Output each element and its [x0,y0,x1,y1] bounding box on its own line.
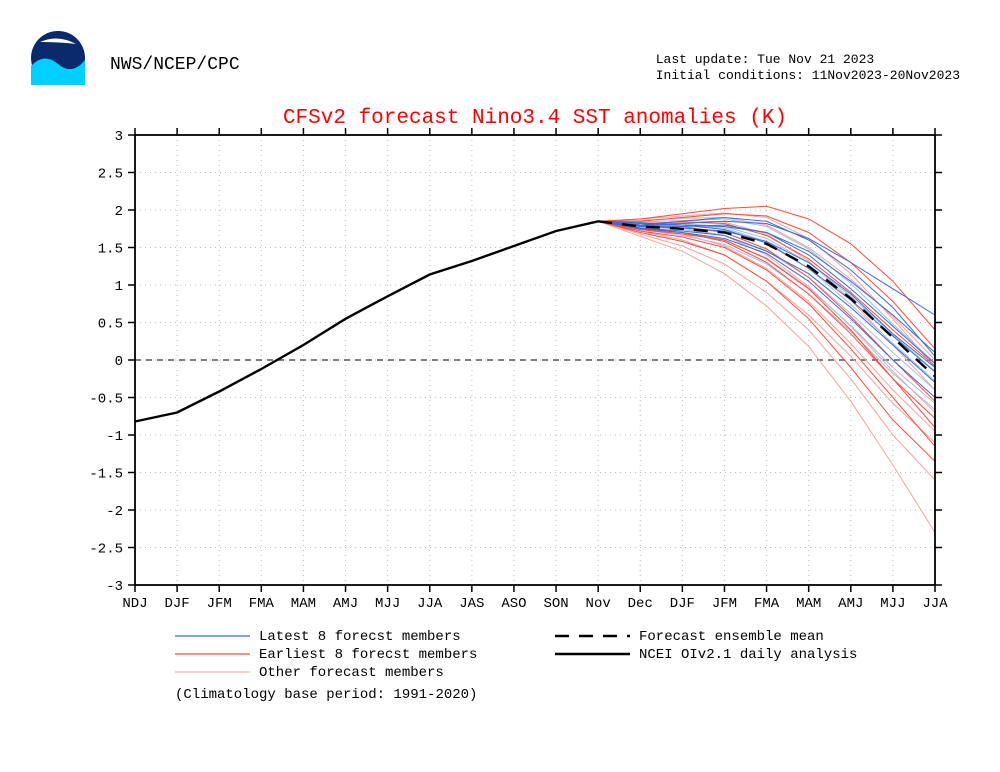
legend-label: Earliest 8 forecst members [259,647,477,663]
x-tick-label: FMA [754,596,780,612]
y-tick-label: -1 [106,429,123,445]
x-tick-label: DJF [670,596,695,612]
y-tick-label: 3 [115,129,123,145]
y-tick-label: 1.5 [98,242,123,258]
y-tick-label: -2.5 [89,542,123,558]
noaa-logo [30,30,86,86]
x-tick-label: FMA [249,596,275,612]
x-tick-label: JFM [207,596,232,612]
forecast-chart: CFSv2 forecast Nino3.4 SST anomalies (K)… [40,105,960,745]
x-tick-label: Dec [628,596,653,612]
x-tick-label: MAM [291,596,316,612]
earliest-member [598,221,935,427]
legend: Latest 8 forecst members Earliest 8 forec… [175,629,857,703]
x-tick-label: ASO [501,596,526,612]
legend-note: (Climatology base period: 1991-2020) [175,687,477,703]
x-tick-label: MJJ [375,596,400,612]
update-info: Last update: Tue Nov 21 2023 Initial con… [656,52,960,85]
legend-label: Latest 8 forecst members [259,629,461,645]
x-tick-label: Nov [586,596,611,612]
ensemble-mean [598,221,935,376]
init-conditions: Initial conditions: 11Nov2023-20Nov2023 [656,68,960,84]
x-tick-label: JJA [417,596,443,612]
y-tick-label: -3 [106,579,123,595]
y-tick-label: 0 [115,354,123,370]
x-tick-label: AMJ [838,596,863,612]
y-tick-label: -0.5 [89,392,123,408]
agency-label: NWS/NCEP/CPC [110,55,240,75]
x-tick-label: DJF [164,596,189,612]
x-tick-label: AMJ [333,596,358,612]
last-update: Last update: Tue Nov 21 2023 [656,52,960,68]
x-tick-label: JFM [712,596,737,612]
y-tick-label: -1.5 [89,467,123,483]
x-tick-label: MJJ [880,596,905,612]
y-tick-label: 2 [115,204,123,220]
x-tick-label: MAM [796,596,821,612]
y-tick-label: -2 [106,504,123,520]
y-tick-label: 2.5 [98,167,123,183]
y-tick-label: 0.5 [98,317,123,333]
x-tick-label: NDJ [122,596,147,612]
y-tick-label: 1 [115,279,123,295]
x-tick-label: SON [543,596,568,612]
chart-title: CFSv2 forecast Nino3.4 SST anomalies (K) [283,107,787,130]
legend-label: NCEI OIv2.1 daily analysis [639,647,857,663]
legend-label: Forecast ensemble mean [639,629,824,645]
chart-area: CFSv2 forecast Nino3.4 SST anomalies (K)… [40,105,960,745]
legend-label: Other forecast members [259,665,444,681]
x-tick-label: JAS [459,596,484,612]
analysis-line [135,221,598,421]
earliest-member [598,221,935,401]
header: NWS/NCEP/CPC Last update: Tue Nov 21 202… [30,30,970,100]
series [135,206,935,532]
x-tick-label: JJA [922,596,948,612]
